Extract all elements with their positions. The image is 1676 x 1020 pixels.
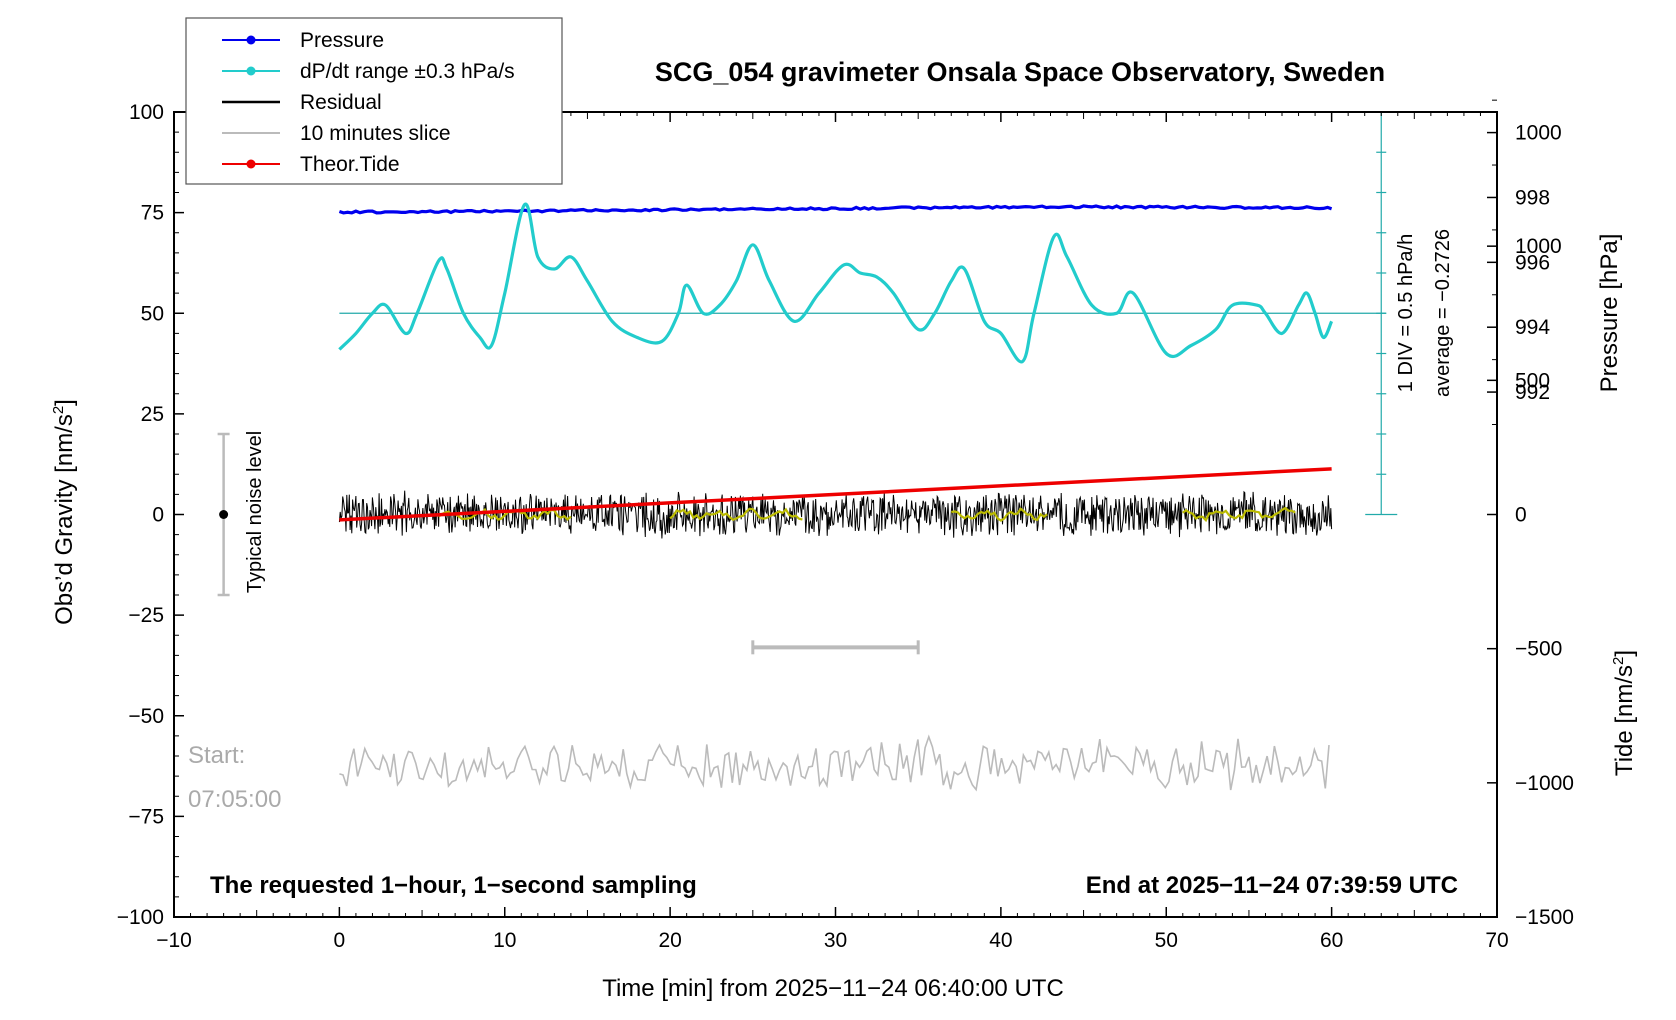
- ten-minute-slice-line: [339, 734, 1330, 792]
- tide-tick-label: 1000: [1515, 235, 1562, 258]
- pressure-axis-title: Pressure [hPa]: [1596, 234, 1623, 393]
- footer-right-note: End at 2025−11−24 07:39:59 UTC: [1086, 872, 1458, 899]
- legend-marker: [246, 66, 256, 76]
- x-axis-title: Time [min] from 2025−11−24 06:40:00 UTC: [602, 975, 1064, 1002]
- axes-layer: −10 0 10 20 30 40 50 60 70−100−75−50−25025507510…: [117, 99, 1574, 952]
- y-tick-label: 25: [141, 403, 164, 426]
- legend-label: 10 minutes slice: [300, 122, 451, 145]
- x-tick-label: 30: [824, 929, 847, 952]
- tide-tick-label: −500: [1515, 638, 1562, 661]
- x-tick-label: 60: [1320, 929, 1343, 952]
- pressure-tick-label: 998: [1515, 186, 1550, 209]
- tide-tick-label: 0: [1515, 504, 1527, 527]
- legend-label: dP/dt range ±0.3 hPa/s: [300, 60, 515, 83]
- pressure-tick-label: 996: [1515, 251, 1550, 274]
- tide-tick-label: −1500: [1515, 906, 1574, 929]
- smoothed-residual-line: [437, 507, 572, 522]
- x-tick-label: 50: [1155, 929, 1178, 952]
- legend-label: Pressure: [300, 29, 384, 52]
- legend-label: Residual: [300, 91, 382, 114]
- x-tick-label: 20: [658, 929, 681, 952]
- pressure-line: [338, 204, 1333, 215]
- y-axis-title-left-sup: 2: [50, 406, 67, 414]
- tide-axis-title-close: ]: [1611, 650, 1638, 657]
- y-axis-title-left-close: ]: [51, 399, 78, 406]
- legend-marker: [246, 35, 256, 45]
- legend-marker: [246, 159, 256, 169]
- y-tick-label: 75: [141, 202, 164, 225]
- footer-left-note: The requested 1−hour, 1−second sampling: [210, 872, 697, 899]
- pressure-tick-label: 1000: [1515, 122, 1562, 145]
- chart-title: SCG_054 gravimeter Onsala Space Observat…: [655, 57, 1385, 87]
- dpdt-scale-note: 1 DIV = 0.5 hPa/h: [1395, 234, 1417, 392]
- smoothed-residual-line: [951, 507, 1048, 522]
- y-tick-label: 50: [141, 302, 164, 325]
- y-axis-title-left: Obs’d Gravity [nm/s2]: [50, 399, 78, 625]
- legend-entries: Pressure dP/dt range ±0.3 hPa/s Residual 10…: [222, 29, 515, 176]
- x-tick-label: 70: [1485, 929, 1508, 952]
- average-note: average = −0.2726: [1432, 229, 1454, 397]
- pressure-tick-label: 992: [1515, 381, 1550, 404]
- y-tick-label: −50: [128, 705, 164, 728]
- series-layer: [338, 111, 1398, 792]
- noise-bar-center-dot: [219, 510, 229, 519]
- pressure-tick-label: 994: [1515, 316, 1550, 339]
- theoretical-tide-line: [339, 467, 1332, 522]
- y-tick-label: 100: [129, 101, 164, 124]
- y-axis-title-left-text: Obs’d Gravity [nm/s: [51, 414, 78, 625]
- y-tick-label: −25: [128, 604, 164, 627]
- y-tick-label: 0: [152, 504, 164, 527]
- x-tick-label: 40: [989, 929, 1012, 952]
- legend-label: Theor.Tide: [300, 153, 400, 176]
- y-tick-label: −75: [128, 805, 164, 828]
- y-tick-label: −100: [117, 906, 164, 929]
- smoothed-residual-line: [669, 507, 803, 522]
- tide-tick-label: 500: [1515, 369, 1550, 392]
- x-tick-label: 0: [334, 929, 346, 952]
- start-label: Start:: [188, 742, 245, 769]
- residual-line: [338, 490, 1333, 539]
- tide-axis-title: Tide [nm/s2]: [1610, 650, 1638, 776]
- legend: Pressure dP/dt range ±0.3 hPa/s Residual 10…: [185, 17, 563, 185]
- tide-axis-title-sup: 2: [1610, 657, 1627, 665]
- x-tick-label: −10: [156, 929, 192, 952]
- x-tick-label: 10: [493, 929, 516, 952]
- dpdt-line: [338, 202, 1334, 364]
- tide-axis-title-text: Tide [nm/s: [1611, 665, 1638, 776]
- smoothed-residual-line: [1182, 506, 1296, 523]
- noise-level-label: Typical noise level: [244, 431, 266, 593]
- start-time: 07:05:00: [188, 786, 281, 813]
- annotation-layer: [217, 432, 920, 655]
- tide-tick-label: −1000: [1515, 772, 1574, 795]
